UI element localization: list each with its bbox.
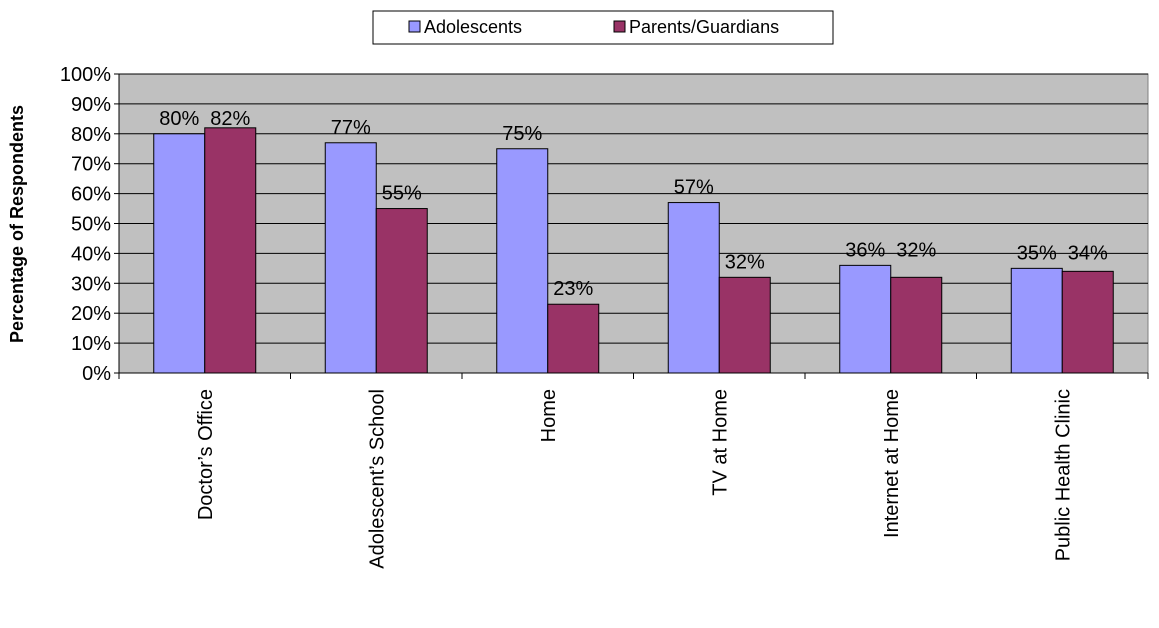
legend-swatch-parents-guardians	[613, 20, 626, 33]
y-tick-label: 20%	[71, 303, 111, 325]
bar	[375, 208, 428, 374]
data-label: 36%	[845, 239, 885, 261]
data-label: 80%	[159, 108, 199, 130]
x-tick-label: Home	[538, 389, 560, 442]
data-label: 57%	[674, 177, 714, 199]
data-label: 55%	[382, 183, 422, 205]
y-tick-label: 50%	[71, 214, 111, 236]
data-label: 23%	[553, 278, 593, 300]
x-tick-labels: Doctor’s Office Adolescent’s School Home TV…	[195, 389, 1075, 569]
y-tick-label: 30%	[71, 273, 111, 295]
data-label: 35%	[1017, 242, 1057, 264]
x-tick-label: Adolescent’s School	[366, 389, 388, 569]
y-axis-title: Percentage of Respondents	[7, 105, 27, 343]
bar	[890, 276, 943, 374]
bar	[547, 303, 600, 374]
bar	[496, 148, 549, 374]
gridlines	[119, 73, 1148, 344]
y-tick-label: 80%	[71, 124, 111, 146]
y-tick-label: 70%	[71, 154, 111, 176]
y-tick-label: 100%	[60, 64, 111, 86]
bar	[667, 202, 720, 374]
value-labels: 80% 82% 77% 55% 75% 23% 57% 32% 36% 32% 35% 34%	[159, 108, 1108, 300]
x-tick-label: TV at Home	[709, 389, 731, 496]
y-tick-label: 40%	[71, 243, 111, 265]
bar	[1061, 270, 1114, 374]
y-tick-label: 90%	[71, 94, 111, 116]
data-label: 34%	[1068, 242, 1108, 264]
bar	[839, 264, 892, 374]
x-tick-label: Public Health Clinic	[1052, 389, 1074, 561]
axes	[114, 73, 1149, 379]
bar	[153, 133, 206, 374]
x-tick-label: Internet at Home	[881, 389, 903, 538]
bar	[1010, 267, 1063, 374]
y-tick-label: 60%	[71, 184, 111, 206]
bar	[204, 127, 257, 374]
legend-swatch-adolescents	[408, 20, 421, 33]
data-label: 77%	[331, 117, 371, 139]
data-label: 32%	[896, 239, 936, 261]
x-tick-label: Doctor’s Office	[195, 389, 217, 520]
bar	[718, 276, 771, 374]
y-tick-labels: 0% 10% 20% 30% 40% 50% 60% 70% 80% 90% 100%	[60, 64, 111, 385]
legend-label-parents-guardians: Parents/Guardians	[629, 17, 779, 37]
data-label: 75%	[502, 123, 542, 145]
legend-box	[372, 10, 834, 45]
y-tick-label: 0%	[82, 363, 111, 385]
bar	[324, 142, 377, 374]
legend: Adolescents Parents/Guardians	[372, 10, 834, 45]
y-tick-label: 10%	[71, 333, 111, 355]
data-label: 82%	[210, 108, 250, 130]
data-label: 32%	[725, 251, 765, 273]
legend-label-adolescents: Adolescents	[424, 17, 522, 37]
